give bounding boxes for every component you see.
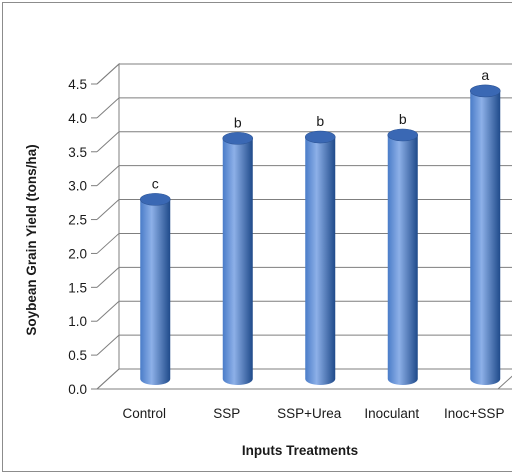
data-label: c [152, 175, 159, 191]
y-axis-title: Soybean Grain Yield (tons/ha) [24, 144, 39, 335]
bar-body [222, 138, 253, 386]
bar-body [140, 199, 171, 386]
x-tick-label: SSP+Urea [277, 406, 342, 421]
bar-body [305, 137, 336, 386]
side-wall [96, 62, 120, 390]
y-tick-label: 2.0 [68, 246, 87, 261]
y-tick-label: 1.0 [68, 314, 87, 329]
x-tick-label: Inoculant [364, 406, 419, 421]
gridline [96, 300, 512, 322]
bar [139, 193, 171, 386]
gridline [96, 266, 512, 288]
bar [304, 130, 336, 386]
x-axis-title: Inputs Treatments [242, 443, 358, 458]
data-label: b [234, 114, 242, 130]
bar [222, 132, 254, 386]
y-tick-label: 0.0 [68, 382, 87, 397]
bar-top [469, 84, 501, 98]
bar-body [470, 90, 501, 386]
y-tick-labels: 0.0 0.5 1.0 1.5 2.0 2.5 3.0 3.5 4.0 4.5 [68, 77, 97, 397]
gridlines [96, 63, 512, 356]
data-label: b [399, 111, 407, 127]
x-tick-label: Inoc+SSP [444, 406, 504, 421]
y-tick-label: 4.0 [68, 111, 87, 126]
x-tick-label: Control [122, 406, 166, 421]
y-tick-label: 1.5 [68, 280, 87, 295]
bar [387, 128, 419, 386]
y-tick-label: 3.5 [68, 145, 87, 160]
gridline [96, 97, 512, 119]
bar-top [387, 128, 419, 142]
bars [139, 84, 501, 386]
x-tick-label: SSP [213, 406, 240, 421]
data-label: a [481, 67, 489, 83]
y-tick-label: 3.0 [68, 179, 87, 194]
y-tick-label: 4.5 [68, 77, 87, 92]
gridline [96, 232, 512, 254]
bar-top [139, 193, 171, 206]
bar-top [304, 130, 336, 144]
data-labels: c b b b a [152, 67, 490, 191]
y-tick-label: 2.5 [68, 213, 87, 228]
gridline [96, 63, 512, 85]
bar-chart: 0.0 0.5 1.0 1.5 2.0 2.5 3.0 3.5 4.0 4.5 Control SS… [24, 62, 512, 458]
bar-body [387, 134, 418, 386]
data-label: b [316, 113, 324, 129]
gridline [96, 131, 512, 153]
gridline [96, 199, 512, 220]
y-tick-label: 0.5 [68, 348, 87, 363]
gridline [96, 334, 512, 356]
gridline [96, 165, 512, 187]
bar [469, 84, 501, 386]
bar-top [222, 132, 254, 145]
x-tick-labels: Control SSP SSP+Urea Inoculant Inoc+SSP [122, 406, 504, 421]
